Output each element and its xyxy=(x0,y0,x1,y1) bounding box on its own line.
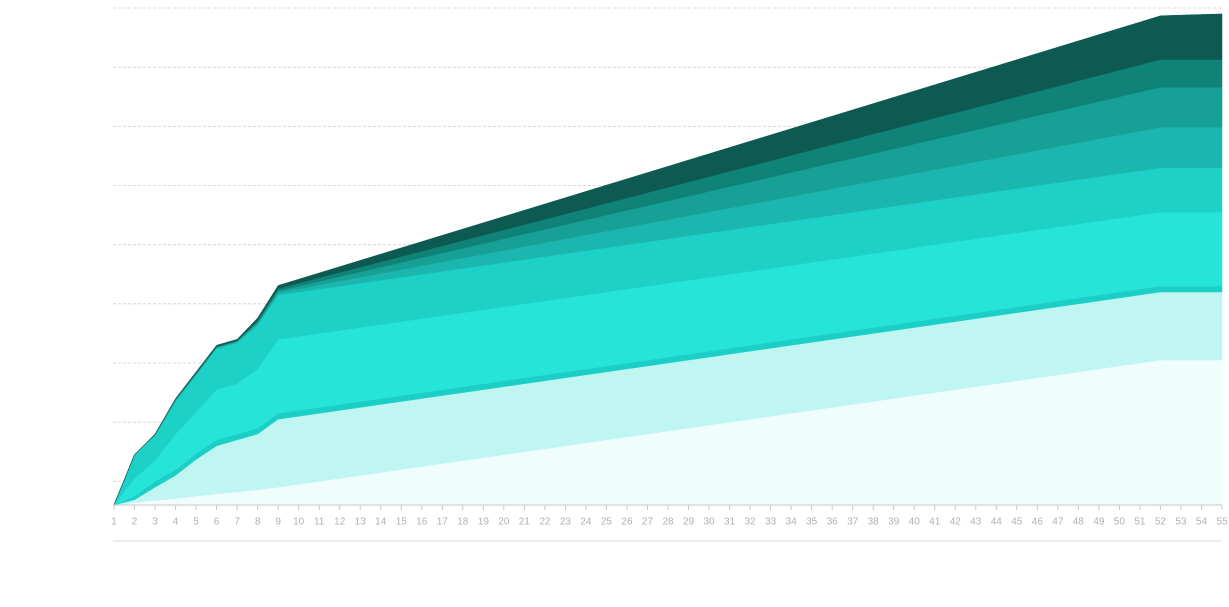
x-tick-label: 48 xyxy=(1073,517,1085,528)
x-tick-label: 36 xyxy=(827,517,839,528)
x-tick-label: 18 xyxy=(457,517,469,528)
x-tick-label: 47 xyxy=(1052,517,1064,528)
x-tick-label: 39 xyxy=(888,517,900,528)
x-tick-label: 19 xyxy=(478,517,490,528)
x-tick-label: 53 xyxy=(1175,517,1187,528)
x-tick-label: 42 xyxy=(950,517,962,528)
x-tick-label: 13 xyxy=(355,517,367,528)
x-tick-label: 37 xyxy=(847,517,859,528)
x-tick-label: 21 xyxy=(519,517,531,528)
x-tick-label: 40 xyxy=(909,517,921,528)
x-tick-label: 23 xyxy=(560,517,572,528)
x-tick-label: 30 xyxy=(703,517,715,528)
x-tick-label: 4 xyxy=(173,517,179,528)
area xyxy=(113,13,1223,506)
x-tick-label: 5 xyxy=(193,517,199,528)
x-tick-label: 12 xyxy=(334,517,346,528)
x-tick-label: 55 xyxy=(1216,517,1228,528)
x-tick-label: 15 xyxy=(396,517,408,528)
x-tick-label: 34 xyxy=(786,517,798,528)
x-tick-label: 45 xyxy=(1011,517,1023,528)
x-tick-label: 3 xyxy=(152,517,158,528)
x-tick-label: 29 xyxy=(683,517,695,528)
x-tick-label: 9 xyxy=(275,517,281,528)
x-tick-label: 10 xyxy=(293,517,305,528)
x-tick-label: 32 xyxy=(745,517,757,528)
x-tick-label: 7 xyxy=(234,517,240,528)
x-tick-label: 51 xyxy=(1134,517,1146,528)
x-tick-label: 1 xyxy=(111,517,117,528)
x-tick-label: 43 xyxy=(970,517,982,528)
x-tick-label: 22 xyxy=(539,517,551,528)
x-tick-label: 11 xyxy=(314,517,325,528)
x-tick-label: 54 xyxy=(1196,517,1208,528)
x-tick-label: 2 xyxy=(132,517,138,528)
x-tick-label: 49 xyxy=(1093,517,1105,528)
x-tick-label: 8 xyxy=(255,517,261,528)
x-tick-label: 28 xyxy=(662,517,674,528)
x-tick-label: 6 xyxy=(214,517,220,528)
x-tick-label: 26 xyxy=(621,517,633,528)
x-tick-label: 16 xyxy=(416,517,428,528)
x-tick-label: 41 xyxy=(929,517,941,528)
x-tick-label: 24 xyxy=(580,517,592,528)
x-tick-label: 31 xyxy=(724,517,736,528)
x-tick-label: 52 xyxy=(1155,517,1167,528)
x-tick-label: 50 xyxy=(1114,517,1126,528)
x-tick-label: 20 xyxy=(498,517,510,528)
x-tick-label: 27 xyxy=(642,517,654,528)
x-tick-label: 38 xyxy=(868,517,880,528)
x-tick-label: 44 xyxy=(991,517,1003,528)
x-tick-label: 17 xyxy=(437,517,449,528)
x-tick-label: 46 xyxy=(1032,517,1044,528)
x-tick-label: 14 xyxy=(375,517,387,528)
x-tick-label: 33 xyxy=(765,517,777,528)
x-tick-label: 35 xyxy=(806,517,818,528)
x-tick-label: 25 xyxy=(601,517,613,528)
